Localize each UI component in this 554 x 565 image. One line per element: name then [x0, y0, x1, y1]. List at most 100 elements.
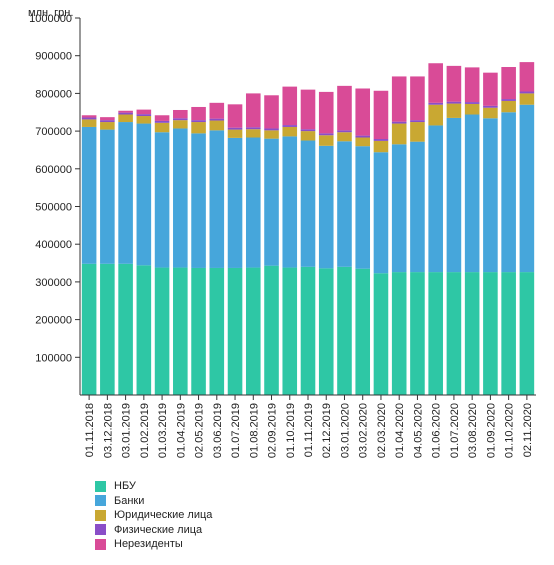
bar-segment — [410, 76, 425, 121]
bar-segment — [300, 266, 316, 395]
bar-segment — [264, 138, 279, 266]
bar-segment — [100, 117, 115, 121]
bar-segment — [191, 122, 206, 134]
bar-segment — [136, 114, 152, 117]
legend-item: Нерезиденты — [95, 537, 212, 552]
bar-segment — [483, 72, 498, 106]
bar-segment — [154, 267, 170, 395]
bar-segment — [227, 129, 243, 138]
bar-segment — [118, 112, 133, 115]
bar-segment — [373, 273, 389, 395]
bar-segment — [282, 136, 298, 268]
bars — [81, 62, 535, 395]
bar-segment — [519, 272, 535, 395]
bar-segment — [373, 140, 389, 153]
x-tick-label: 01.09.2020 — [485, 403, 497, 458]
bar-segment — [483, 118, 498, 273]
bar-segment — [446, 272, 462, 395]
x-tick-label: 02.05.2019 — [194, 403, 206, 458]
bar-segment — [318, 145, 334, 269]
legend-label: Нерезиденты — [114, 538, 183, 551]
x-tick-label: 01.04.2020 — [394, 403, 406, 458]
legend-item: Банки — [95, 494, 212, 509]
bar-segment — [519, 93, 535, 105]
bar-segment — [81, 119, 97, 127]
bar-segment — [318, 133, 334, 136]
bar-segment — [209, 102, 225, 119]
bar-segment — [446, 103, 462, 118]
bar-segment — [300, 129, 316, 132]
bar-segment — [410, 120, 425, 123]
bar-segment — [391, 123, 407, 145]
bar-segment — [81, 115, 97, 118]
bar-segment — [519, 91, 535, 94]
bar-segment — [355, 88, 371, 136]
y-tick-label: 700000 — [35, 126, 72, 138]
bar-segment — [191, 133, 206, 268]
y-tick-label: 600000 — [35, 164, 72, 176]
bar-segment — [81, 126, 97, 264]
y-tick-label: 800000 — [35, 88, 72, 100]
bar-segment — [136, 116, 152, 124]
x-tick-label: 02.03.2020 — [376, 403, 388, 458]
bar-segment — [373, 139, 389, 141]
bar-segment — [337, 141, 352, 267]
bar-segment — [173, 120, 188, 129]
bar-segment — [318, 268, 334, 395]
legend-item: Физические лица — [95, 523, 212, 538]
bar-segment — [337, 85, 352, 131]
legend-label: Банки — [114, 494, 145, 507]
bar-segment — [282, 126, 298, 137]
x-tick-label: 01.10.2020 — [504, 403, 516, 458]
y-tick-label: 1000000 — [29, 13, 72, 25]
bar-segment — [501, 112, 516, 273]
x-tick-label: 01.06.2020 — [431, 403, 443, 458]
bar-segment — [501, 100, 516, 113]
bar-segment — [355, 135, 371, 138]
bar-segment — [227, 104, 243, 128]
x-tick-label: 01.07.2019 — [230, 403, 242, 458]
bar-segment — [373, 90, 389, 140]
legend-swatch — [95, 524, 106, 536]
bar-segment — [264, 95, 279, 129]
x-tick-label: 02.09.2019 — [267, 403, 279, 458]
bar-segment — [209, 130, 225, 268]
bar-segment — [136, 109, 152, 115]
bar-segment — [227, 267, 243, 395]
bar-segment — [209, 120, 225, 131]
bar-segment — [501, 99, 516, 101]
bar-segment — [264, 265, 279, 395]
bar-segment — [355, 268, 371, 395]
x-tick-label: 03.02.2020 — [358, 403, 370, 458]
bar-segment — [245, 93, 261, 128]
y-axis-unit-label: млн. грн. — [28, 7, 73, 19]
bar-segment — [446, 117, 462, 273]
bar-segment — [446, 101, 462, 104]
x-axis: 01.11.2018 03.12.2018 03.01.2019 01.02.2019… — [80, 394, 536, 458]
y-axis: 100000 200000 300000 400000 500000 600000 7000… — [29, 13, 81, 395]
bar-segment — [81, 263, 97, 395]
bar-segment — [136, 123, 152, 266]
legend-label: Физические лица — [114, 523, 203, 536]
bar-segment — [428, 63, 443, 103]
bar-segment — [337, 132, 352, 142]
x-tick-label: 02.11.2020 — [522, 403, 534, 457]
bar-segment — [100, 129, 115, 264]
bar-segment — [300, 140, 316, 267]
bar-segment — [355, 146, 371, 269]
bar-segment — [337, 130, 352, 133]
legend-label: НБУ — [114, 480, 136, 493]
bar-segment — [501, 272, 516, 395]
bar-segment — [173, 118, 188, 121]
bar-segment — [337, 266, 352, 395]
y-tick-label: 900000 — [35, 51, 72, 63]
bar-segment — [519, 62, 535, 92]
bar-segment — [264, 130, 279, 139]
bar-segment — [391, 144, 407, 273]
bar-segment — [81, 117, 97, 120]
legend-label: Юридические лица — [114, 509, 213, 522]
x-tick-label: 03.12.2018 — [102, 403, 114, 458]
bar-segment — [446, 65, 462, 102]
bar-segment — [154, 122, 170, 133]
y-tick-label: 100000 — [35, 352, 72, 364]
